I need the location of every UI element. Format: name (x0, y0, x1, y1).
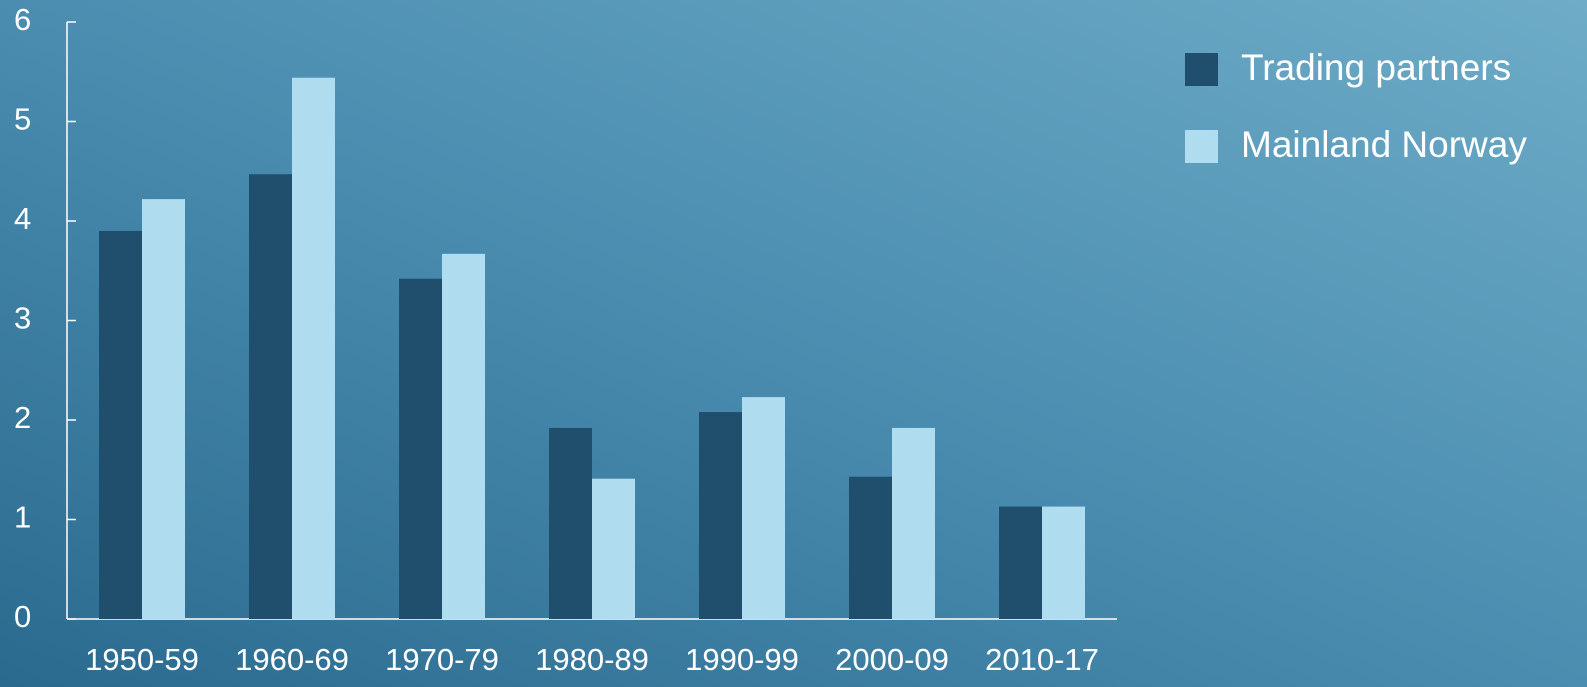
bar (742, 397, 785, 619)
x-tick-label: 1990-99 (685, 642, 799, 677)
legend-swatch (1185, 130, 1218, 163)
bar (249, 174, 292, 620)
bar (292, 77, 335, 620)
bar (442, 253, 485, 619)
legend-label: Mainland Norway (1241, 124, 1527, 165)
y-tick-label: 5 (14, 102, 31, 137)
bar (99, 230, 142, 619)
x-tick-label: 2010-17 (985, 642, 1099, 677)
bar (892, 427, 935, 619)
bar (999, 506, 1042, 619)
y-tick-label: 4 (14, 201, 31, 236)
bar (1042, 506, 1085, 619)
bar (699, 412, 742, 619)
x-tick-label: 2000-09 (835, 642, 949, 677)
bar (849, 476, 892, 619)
bar (549, 427, 592, 619)
y-tick-label: 2 (14, 400, 31, 435)
y-tick-label: 6 (14, 2, 31, 37)
x-tick-label: 1980-89 (535, 642, 649, 677)
legend-label: Trading partners (1241, 47, 1511, 88)
y-tick-label: 1 (14, 500, 31, 535)
x-tick-label: 1950-59 (85, 642, 199, 677)
bar (142, 199, 185, 620)
bar (399, 278, 442, 619)
x-tick-label: 1970-79 (385, 642, 499, 677)
legend-swatch (1185, 53, 1218, 86)
x-tick-label: 1960-69 (235, 642, 349, 677)
bar (592, 478, 635, 619)
y-tick-label: 0 (14, 599, 31, 634)
y-tick-label: 3 (14, 301, 31, 336)
